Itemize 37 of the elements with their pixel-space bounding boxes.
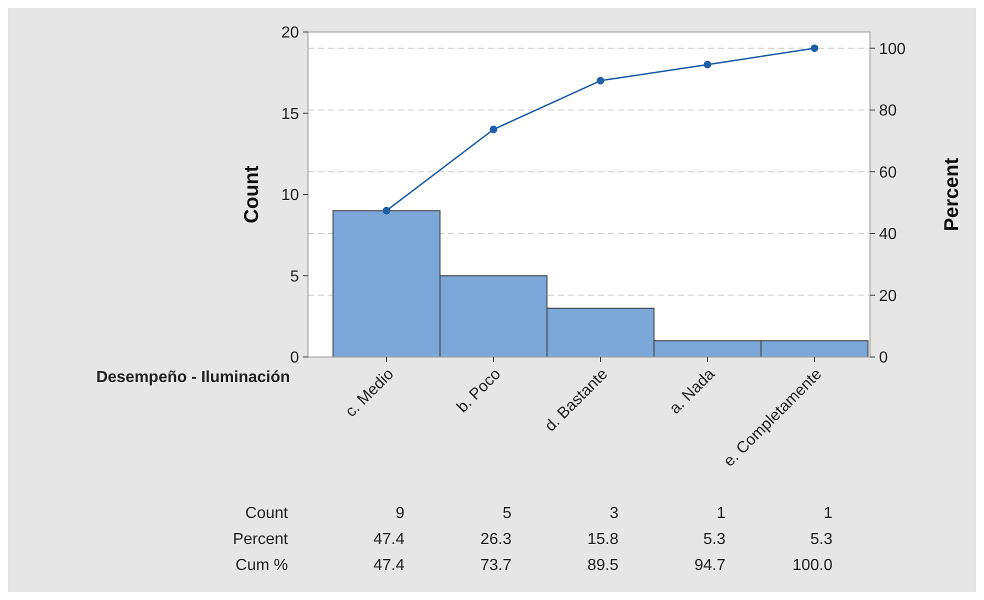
y-tick-label: 10 bbox=[281, 187, 300, 204]
data-label: 73.7 bbox=[480, 557, 512, 574]
text: 47.4 bbox=[373, 531, 405, 548]
data-label: 94.7 bbox=[694, 557, 726, 574]
y-tick-label: 20 bbox=[281, 24, 300, 42]
y-tick-label: 0 bbox=[290, 350, 300, 367]
text: 5.3 bbox=[703, 531, 726, 548]
data-label: 1 bbox=[824, 505, 833, 522]
y2-tick-label: 80 bbox=[879, 102, 897, 120]
point bbox=[596, 76, 604, 84]
point bbox=[704, 60, 712, 68]
y2-tick-label: 40 bbox=[879, 226, 897, 244]
data-label: 9 bbox=[396, 505, 405, 522]
data-label: 100.0 bbox=[792, 557, 833, 574]
data-label: 47.4 bbox=[373, 557, 405, 574]
y-tick-label: 5 bbox=[290, 268, 300, 286]
data-label: 1 bbox=[716, 505, 726, 522]
point bbox=[810, 44, 818, 52]
text: Percent bbox=[232, 531, 289, 548]
text: 15.8 bbox=[587, 531, 619, 548]
y-axis-title: Count bbox=[241, 165, 263, 224]
y2-tick-label: 20 bbox=[879, 288, 897, 305]
y2-tick-label: 100 bbox=[879, 40, 906, 58]
text: Cum % bbox=[236, 557, 288, 574]
data-label: 89.5 bbox=[587, 557, 619, 574]
y-tick-label: 15 bbox=[281, 106, 300, 123]
y2-axis-title: Percent bbox=[941, 157, 963, 232]
text: Count bbox=[245, 505, 289, 522]
y2-tick-label: 60 bbox=[879, 164, 897, 182]
point bbox=[490, 126, 498, 134]
x-axis-title: Desempeño - Iluminación bbox=[96, 369, 290, 386]
y2-tick-label: 0 bbox=[879, 350, 888, 367]
data-label: 3 bbox=[610, 505, 619, 522]
point bbox=[382, 206, 390, 214]
text: 26.3 bbox=[480, 531, 512, 548]
text: 5.3 bbox=[810, 531, 833, 548]
data-label: 5 bbox=[502, 505, 512, 522]
